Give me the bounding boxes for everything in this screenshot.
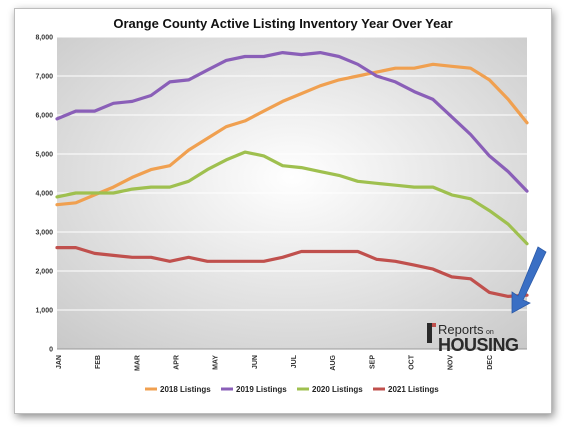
y-tick-label: 7,000	[35, 74, 53, 81]
chart-frame: Orange County Active Listing Inventory Y…	[14, 8, 552, 414]
x-tick-label: JUN	[252, 355, 259, 369]
logo-reports-text: Reports	[438, 322, 484, 337]
y-tick-label: 3,000	[35, 230, 53, 237]
x-tick-label: MAR	[134, 355, 141, 371]
legend-label: 2020 Listings	[312, 385, 363, 394]
y-tick-label: 1,000	[35, 308, 53, 315]
x-tick-label: NOV	[448, 355, 455, 371]
legend-label: 2021 Listings	[388, 385, 439, 394]
series-line-2019	[55, 51, 529, 193]
x-tick-label: SEP	[369, 355, 376, 369]
chart-title: Orange County Active Listing Inventory Y…	[113, 16, 453, 31]
logo-housing-text: HOUSING	[438, 335, 519, 355]
y-tick-label: 2,000	[35, 269, 53, 276]
x-tick-label: FEB	[95, 355, 102, 369]
logo-mark-accent	[432, 323, 436, 327]
x-tick-label: MAY	[213, 355, 220, 370]
y-tick-label: 0	[49, 347, 53, 354]
logo-on-text: on	[486, 329, 494, 336]
annotation-arrow	[511, 246, 547, 314]
line-chart: 0 1,000 2,000 3,000 4,000 5,000 6,000 7,000 8,00…	[35, 35, 547, 394]
y-tick-label: 6,000	[35, 113, 53, 120]
series-line-2021	[55, 246, 529, 298]
x-tick-label: JUL	[291, 354, 298, 368]
y-tick-label: 5,000	[35, 152, 53, 159]
x-tick-label: JAN	[56, 355, 63, 369]
legend-label: 2019 Listings	[236, 385, 287, 394]
y-tick-label: 4,000	[35, 191, 53, 198]
x-tick-label: OCT	[409, 354, 416, 370]
x-tick-label: DEC	[487, 355, 494, 370]
x-tick-label: AUG	[330, 354, 337, 370]
x-tick-label: APR	[174, 355, 181, 370]
y-tick-label: 8,000	[35, 35, 53, 42]
series-line-2018	[55, 62, 529, 207]
legend-label: 2018 Listings	[160, 385, 211, 394]
logo-mark	[427, 323, 432, 343]
series-line-2020	[55, 150, 529, 246]
